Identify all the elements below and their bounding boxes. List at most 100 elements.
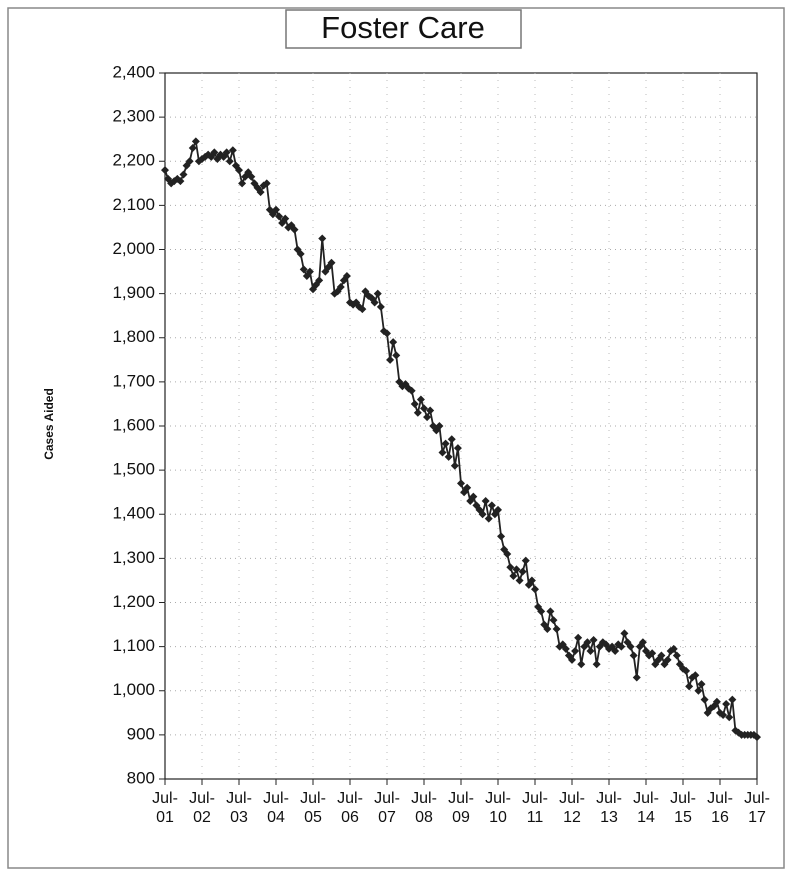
x-tick-label: Jul-06 <box>337 790 363 826</box>
x-tick-label: Jul-07 <box>374 790 400 826</box>
marker <box>410 399 419 408</box>
y-tick-label: 1,700 <box>112 371 155 390</box>
marker <box>512 565 521 574</box>
marker <box>275 212 284 221</box>
marker <box>179 170 188 179</box>
marker <box>669 644 678 653</box>
marker <box>682 666 691 675</box>
marker <box>191 137 200 146</box>
marker <box>568 655 576 664</box>
marker <box>420 404 428 413</box>
marker <box>527 576 536 585</box>
x-tick-label: Jul-16 <box>707 790 733 826</box>
marker <box>176 177 185 186</box>
x-tick-label: Jul-13 <box>596 790 622 826</box>
y-tick-label: 1,000 <box>112 680 155 699</box>
marker <box>463 483 472 492</box>
marker <box>571 647 580 656</box>
marker <box>413 408 422 417</box>
marker <box>561 644 570 653</box>
marker <box>620 629 629 638</box>
marker <box>537 607 546 616</box>
marker <box>672 651 681 660</box>
y-tick-label: 1,500 <box>112 460 155 479</box>
marker <box>358 305 367 314</box>
marker <box>728 695 737 704</box>
y-tick-label: 1,900 <box>112 283 155 302</box>
marker <box>262 179 271 188</box>
marker <box>453 444 462 453</box>
x-tick-label: Jul-02 <box>189 790 215 826</box>
marker <box>426 406 435 415</box>
marker <box>238 179 247 188</box>
marker <box>722 699 731 708</box>
marker <box>663 655 672 664</box>
x-tick-label: Jul-14 <box>633 790 659 826</box>
marker <box>592 660 601 669</box>
y-tick-label: 1,300 <box>112 548 155 567</box>
marker <box>725 713 734 722</box>
marker <box>478 510 487 519</box>
marker <box>423 413 432 422</box>
marker <box>574 633 583 642</box>
marker <box>210 148 219 157</box>
marker <box>611 647 620 656</box>
marker <box>327 258 336 267</box>
marker <box>691 671 700 680</box>
marker <box>503 549 512 558</box>
y-tick-label: 1,100 <box>112 636 155 655</box>
marker <box>185 157 194 166</box>
marker <box>188 144 197 153</box>
marker <box>444 452 453 461</box>
marker <box>497 532 506 541</box>
marker <box>272 205 280 214</box>
x-tick-label: Jul-17 <box>744 790 770 826</box>
marker <box>700 695 709 704</box>
marker <box>290 225 299 234</box>
marker <box>589 636 598 645</box>
marker <box>383 329 391 338</box>
y-tick-label: 2,200 <box>112 151 155 170</box>
marker <box>370 298 379 307</box>
marker <box>336 283 345 292</box>
marker <box>457 479 465 488</box>
marker <box>469 492 478 501</box>
marker <box>450 461 459 470</box>
marker <box>531 585 539 594</box>
y-tick-label: 2,400 <box>112 62 155 81</box>
y-tick-label: 2,300 <box>112 107 155 126</box>
x-tick-label: Jul-11 <box>522 790 548 826</box>
marker <box>222 148 231 157</box>
chart-title: Foster Care <box>321 10 485 45</box>
marker <box>626 642 635 651</box>
x-tick-label: Jul-15 <box>670 790 696 826</box>
marker <box>549 616 558 625</box>
marker <box>719 711 728 720</box>
marker <box>648 649 657 658</box>
marker <box>577 660 586 669</box>
marker <box>617 642 626 651</box>
marker <box>342 271 351 280</box>
marker <box>546 607 555 616</box>
x-tick-label: Jul-04 <box>263 790 289 826</box>
marker <box>481 497 490 506</box>
marker <box>225 157 234 166</box>
y-tick-label: 1,800 <box>112 327 155 346</box>
x-tick-label: Jul-08 <box>411 790 437 826</box>
marker <box>521 556 530 565</box>
marker <box>315 276 324 285</box>
y-tick-label: 2,100 <box>112 195 155 214</box>
marker <box>386 355 395 364</box>
y-tick-label: 800 <box>127 768 155 787</box>
marker <box>484 514 493 523</box>
marker <box>694 686 703 695</box>
marker <box>235 166 243 175</box>
marker <box>543 624 552 633</box>
marker <box>518 567 527 576</box>
marker <box>583 638 592 647</box>
marker <box>552 624 561 633</box>
marker <box>247 172 256 181</box>
marker <box>438 448 447 457</box>
